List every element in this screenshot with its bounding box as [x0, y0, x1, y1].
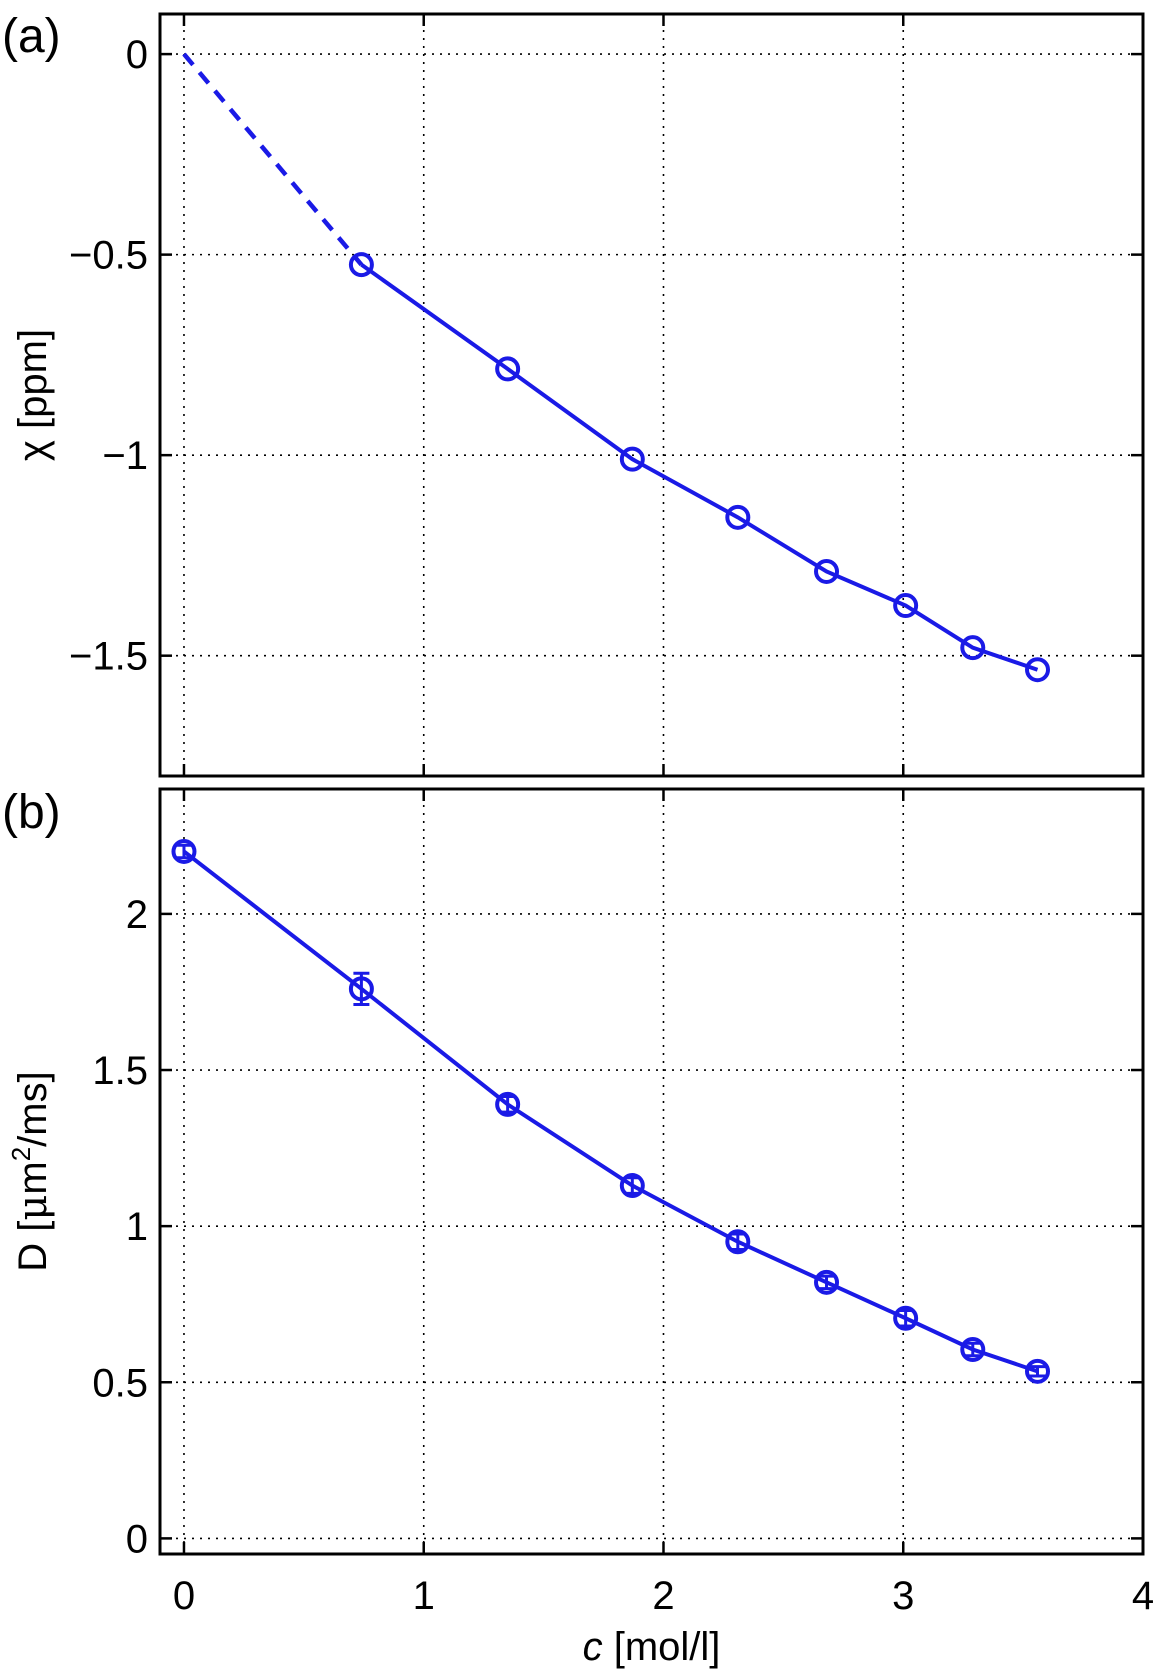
y-axis-label: D [μm2/ms]	[6, 1071, 56, 1271]
data-point	[1025, 657, 1051, 683]
y-tick-label: 1	[126, 1205, 148, 1249]
data-point	[960, 1336, 986, 1362]
panel-b: 0 1 2 3 400.511.52(b)D [μm2/ms]c [mol/l]	[2, 786, 1154, 1669]
y-tick-label: 0	[126, 1517, 148, 1561]
x-axis-label-variable: c	[583, 1625, 603, 1669]
y-tick-label: 2	[126, 893, 148, 937]
x-tick-label: 2	[652, 1574, 674, 1618]
x-tick-label: 3	[892, 1574, 914, 1618]
data-point	[495, 356, 521, 382]
plot-frame	[158, 12, 1145, 778]
data-point	[725, 504, 751, 530]
series-line	[182, 849, 1039, 1374]
y-tick-label: 1.5	[92, 1049, 148, 1093]
x-tick-label: 0	[173, 1574, 195, 1618]
data-point	[619, 446, 645, 472]
plot-frame	[158, 787, 1145, 1556]
data-point	[348, 252, 374, 278]
panel-label: (a)	[2, 10, 61, 63]
data-point	[619, 1173, 645, 1199]
data-point	[171, 838, 197, 864]
x-axis-label-unit: [mol/l]	[603, 1625, 721, 1669]
data-point	[893, 593, 919, 619]
series-line	[360, 263, 1039, 672]
y-axis-label-part: D [	[11, 1221, 55, 1272]
y-axis-label-part: m	[11, 1161, 55, 1194]
y-axis-label-part: /ms]	[11, 1071, 55, 1147]
extrapolation-line	[182, 52, 364, 267]
panel-label: (b)	[2, 786, 61, 839]
data-point	[960, 635, 986, 661]
y-tick-label: −0.5	[69, 234, 148, 278]
data-point	[348, 976, 374, 1002]
y-axis-label-mu: μ	[10, 1195, 56, 1221]
y-tick-label: 0	[126, 33, 148, 77]
panel-a: 0 −0.5 −1 −1.5 (a) χ [ppm]	[2, 10, 1145, 778]
data-point	[893, 1305, 919, 1331]
data-point	[495, 1091, 521, 1117]
data-point	[725, 1229, 751, 1255]
y-axis-label: χ [ppm]	[11, 329, 55, 461]
data-point	[814, 1269, 840, 1295]
data-point	[1025, 1358, 1051, 1384]
y-tick-label: −1	[102, 434, 148, 478]
x-tick-label: 1	[413, 1574, 435, 1618]
y-tick-label: −1.5	[69, 635, 148, 679]
data-point	[814, 558, 840, 584]
x-axis-label: c [mol/l]	[583, 1625, 721, 1669]
y-tick-label: 0.5	[92, 1361, 148, 1405]
x-tick-label: 4	[1132, 1574, 1154, 1618]
y-axis-label-superscript: 2	[6, 1147, 36, 1161]
